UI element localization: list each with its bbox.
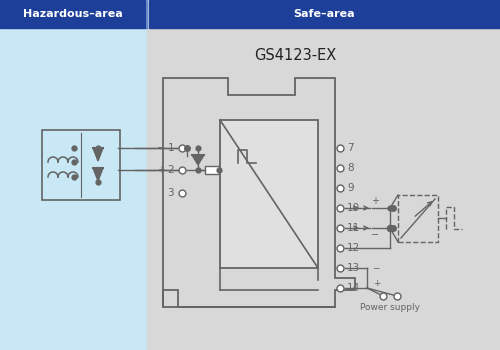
Text: 1: 1 <box>168 143 174 153</box>
Polygon shape <box>93 148 103 161</box>
Polygon shape <box>192 155 204 165</box>
Text: Safe–area: Safe–area <box>293 9 355 19</box>
Text: 14: 14 <box>347 283 360 293</box>
Bar <box>42 130 120 200</box>
Bar <box>220 120 318 268</box>
Text: 9: 9 <box>347 183 354 193</box>
Text: 12: 12 <box>347 243 360 253</box>
Text: +: + <box>371 196 379 206</box>
Text: −: − <box>372 264 380 273</box>
Text: GS4123-EX: GS4123-EX <box>254 48 336 63</box>
Text: 11: 11 <box>347 223 360 233</box>
Bar <box>149 0 500 28</box>
Text: 2: 2 <box>168 165 174 175</box>
Text: −: − <box>371 230 379 240</box>
Text: Power supply: Power supply <box>360 303 420 313</box>
Text: 10: 10 <box>347 203 360 213</box>
Text: −: − <box>157 143 165 153</box>
Text: 7: 7 <box>347 143 354 153</box>
Text: 3: 3 <box>168 188 174 198</box>
Polygon shape <box>93 168 103 181</box>
Text: +: + <box>157 165 165 175</box>
Text: 13: 13 <box>347 263 360 273</box>
Text: 8: 8 <box>347 163 354 173</box>
Bar <box>0 28 147 350</box>
Text: Hazardous–area: Hazardous–area <box>23 9 123 19</box>
Bar <box>205 166 219 174</box>
Text: +: + <box>373 279 380 287</box>
Bar <box>0 0 147 28</box>
Bar <box>398 195 438 242</box>
Bar <box>147 28 500 350</box>
